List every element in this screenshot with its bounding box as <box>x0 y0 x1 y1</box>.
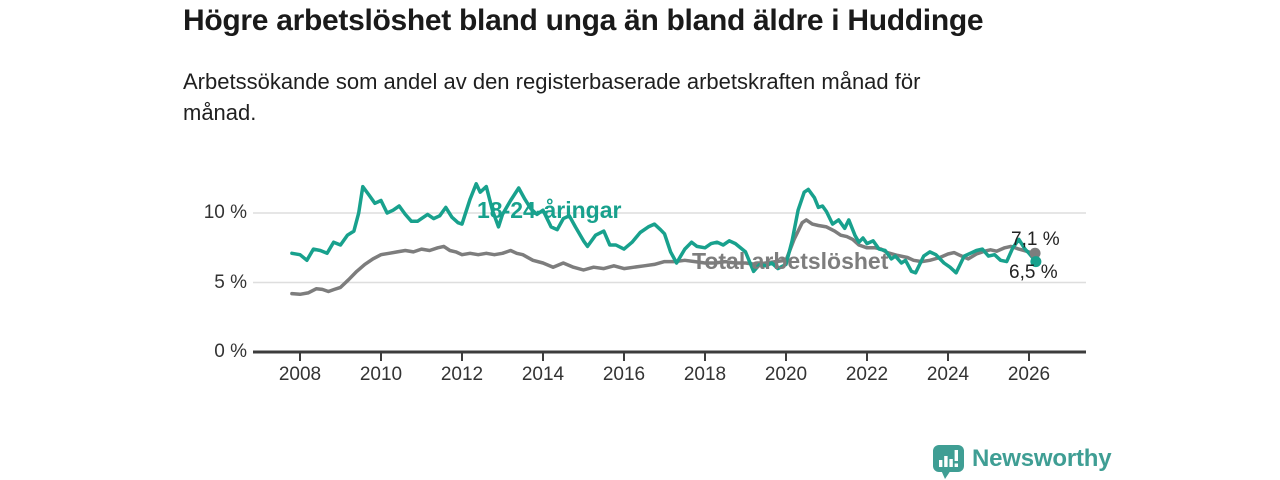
page-title: Högre arbetslöshet bland unga än bland ä… <box>183 4 984 37</box>
series-line-18-24-åringar <box>290 182 1038 275</box>
x-axis-label: 2024 <box>926 364 970 385</box>
series-label-total: Total arbetslöshet <box>692 248 889 274</box>
x-axis-label: 2012 <box>440 364 484 385</box>
x-axis-label: 2014 <box>521 364 565 385</box>
end-value-youth: 6,5 % <box>1009 262 1058 283</box>
x-axis-label: 2010 <box>359 364 403 385</box>
y-axis-label: 5 % <box>214 271 247 293</box>
chart-subtitle: Arbetssökande som andel av den registerb… <box>183 66 1083 128</box>
newsworthy-brand: Newsworthy <box>932 444 1112 480</box>
x-axis-label: 2018 <box>683 364 727 385</box>
x-axis-label: 2022 <box>845 364 889 385</box>
newsworthy-logo-icon <box>933 445 964 479</box>
x-axis-label: 2026 <box>1007 364 1051 385</box>
series-end-dot-Total arbetslöshet <box>1029 247 1041 259</box>
x-axis-label: 2016 <box>602 364 646 385</box>
end-value-total: 7,1 % <box>1011 229 1060 250</box>
chart-subtitle-line-1: Arbetssökande som andel av den registerb… <box>183 69 921 94</box>
series-label-youth: 18-24-åringar <box>477 197 622 223</box>
y-axis-label: 10 % <box>203 202 247 223</box>
chart-subtitle-line-2: månad. <box>183 100 257 125</box>
x-axis-label: 2020 <box>764 364 808 385</box>
y-axis-label: 0 % <box>214 341 247 362</box>
series-end-dot-18-24-åringar <box>1030 256 1042 268</box>
newsworthy-wordmark: Newsworthy <box>972 445 1112 472</box>
x-axis-label: 2008 <box>278 364 322 385</box>
